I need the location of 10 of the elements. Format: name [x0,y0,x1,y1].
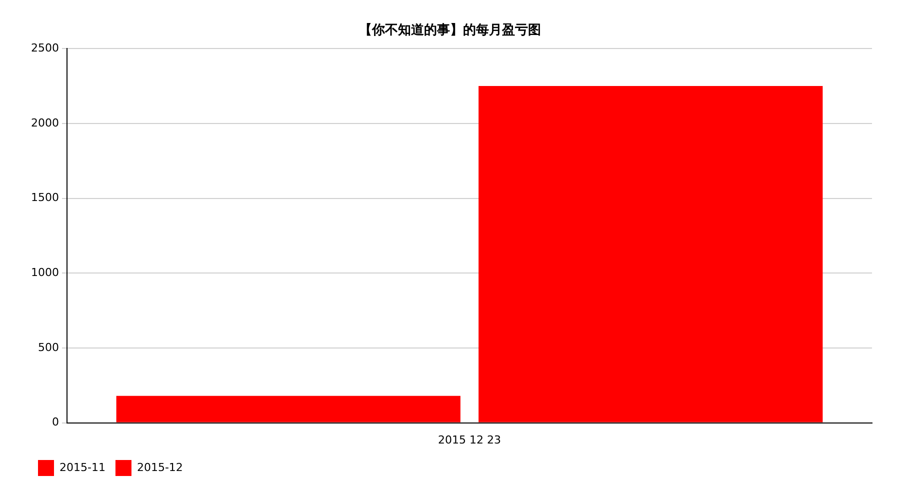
legend-label: 2015-11 [60,460,106,474]
y-tick-label: 2000 [30,116,59,130]
x-tick-label: 2015 12 23 [438,433,501,446]
chart-title: 【你不知道的事】的每月盈亏图 [359,22,541,38]
y-tick-label: 2500 [30,41,59,54]
y-tick-label: 1000 [30,266,59,279]
y-tick-label: 1500 [30,191,59,204]
y-tick-label: 500 [38,340,59,354]
y-tick-label: 0 [52,416,59,429]
legend-label: 2015-12 [136,460,183,474]
